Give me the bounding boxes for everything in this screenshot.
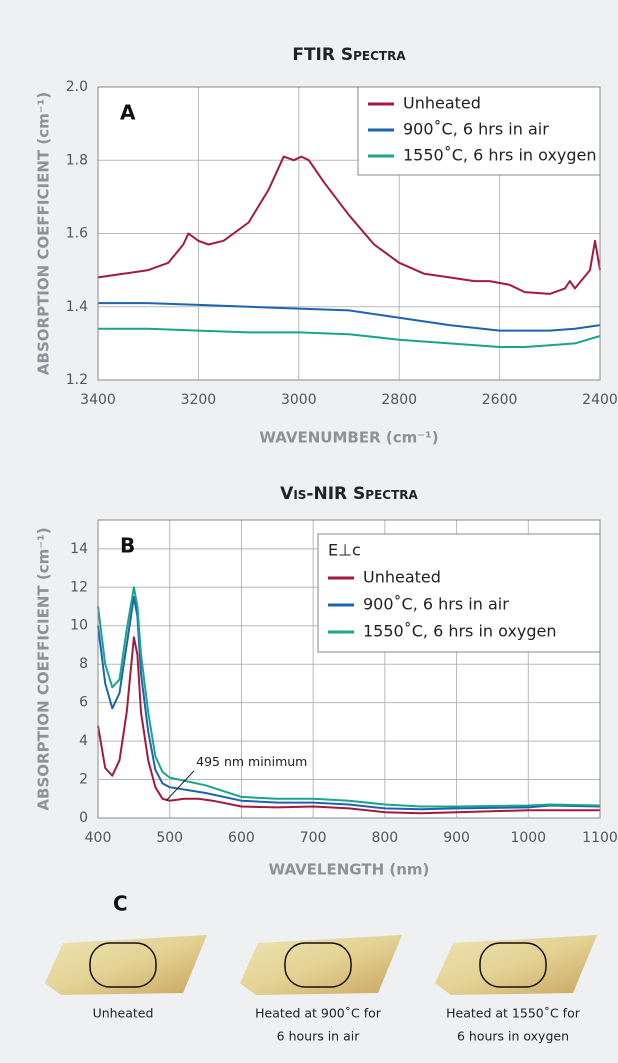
chart-title: Vis-NIR Spectra <box>280 484 418 504</box>
panel-label: B <box>120 534 135 558</box>
y-tick-label: 12 <box>70 579 88 595</box>
series-line <box>97 155 601 295</box>
y-tick-label: 8 <box>79 656 88 672</box>
series-line <box>98 302 601 332</box>
legend-title: E⊥c <box>328 541 361 560</box>
y-axis-label: ABSORPTION COEFFICIENT (cm⁻¹) <box>35 527 53 810</box>
annotation-line <box>165 770 195 802</box>
legend-label: 1550˚C, 6 hrs in oxygen <box>403 146 597 165</box>
x-tick-label: 900 <box>443 830 470 846</box>
photo-unheated <box>45 935 207 995</box>
legend-label: 1550˚C, 6 hrs in oxygen <box>363 622 557 641</box>
x-tick-label: 400 <box>85 830 112 846</box>
series-line <box>97 595 601 811</box>
photo-caption: Heated at 900˚C for <box>255 1006 382 1021</box>
x-tick-label: 2800 <box>381 392 417 408</box>
x-tick-label: 700 <box>300 830 327 846</box>
photo-900 <box>240 935 402 995</box>
legend-label: 900˚C, 6 hrs in air <box>403 120 549 139</box>
photo-caption: Unheated <box>93 1006 154 1021</box>
panel-label: A <box>120 101 136 125</box>
legend-label: 900˚C, 6 hrs in air <box>363 595 509 614</box>
annotation: 495 nm minimum <box>196 754 307 769</box>
y-axis-label: ABSORPTION COEFFICIENT (cm⁻¹) <box>35 92 53 375</box>
panel-label: C <box>113 892 128 916</box>
y-tick-label: 10 <box>70 618 88 634</box>
legend-label: Unheated <box>403 94 481 113</box>
x-tick-label: 3400 <box>80 392 116 408</box>
x-axis-label: WAVENUMBER (cm⁻¹) <box>259 429 438 447</box>
y-tick-label: 4 <box>79 733 88 749</box>
legend-box <box>317 533 601 653</box>
y-tick-label: 1.6 <box>66 226 88 242</box>
chart-title: FTIR Spectra <box>292 45 406 65</box>
x-tick-label: 800 <box>371 830 398 846</box>
x-tick-label: 600 <box>228 830 255 846</box>
series-line <box>98 327 601 348</box>
x-tick-label: 3200 <box>181 392 217 408</box>
plot-frame <box>97 519 601 819</box>
x-tick-label: 2400 <box>582 392 618 408</box>
photo-1550 <box>435 935 597 995</box>
legend-label: Unheated <box>363 568 441 587</box>
y-tick-label: 1.8 <box>66 152 88 168</box>
x-tick-label: 1000 <box>510 830 546 846</box>
legend-box <box>357 86 601 176</box>
y-tick-label: 14 <box>70 541 88 557</box>
photos <box>45 935 597 995</box>
photo-caption: Heated at 1550˚C for <box>446 1006 581 1021</box>
y-tick-label: 6 <box>79 695 88 711</box>
plot-frame <box>97 86 601 381</box>
photo-caption: 6 hours in oxygen <box>457 1029 569 1044</box>
series-line <box>97 636 600 815</box>
y-tick-label: 2 <box>79 772 88 788</box>
x-tick-label: 1100 <box>582 830 618 846</box>
y-tick-label: 1.2 <box>66 372 88 388</box>
photo-caption: 6 hours in air <box>277 1029 361 1044</box>
series-line <box>97 586 601 808</box>
x-tick-label: 500 <box>156 830 183 846</box>
x-axis-label: WAVELENGTH (nm) <box>269 861 430 879</box>
y-tick-label: 2.0 <box>66 79 88 95</box>
x-tick-label: 3000 <box>281 392 317 408</box>
y-tick-label: 0 <box>79 810 88 826</box>
y-tick-label: 1.4 <box>66 299 88 315</box>
x-tick-label: 2600 <box>482 392 518 408</box>
